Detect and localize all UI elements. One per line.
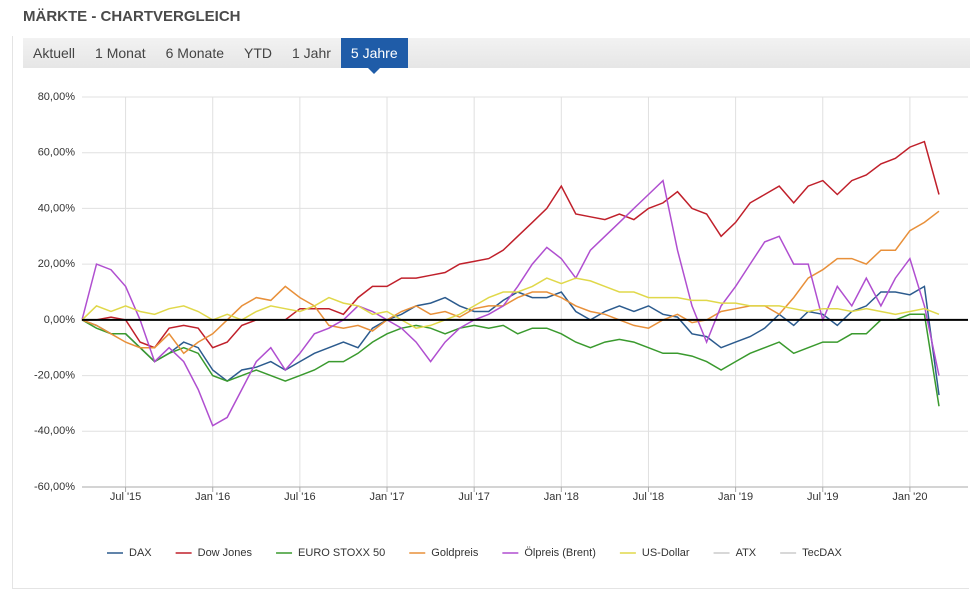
tab[interactable]: 5 Jahre — [340, 38, 408, 74]
tab-bar: Aktuell 1 Monat 6 Monate YTD 1 Jahr 5 Jahre — [23, 38, 970, 74]
tab[interactable]: 1 Jahr — [292, 45, 331, 61]
x-tick-label: Jul '19 — [807, 491, 838, 503]
y-tick-label: 80,00% — [38, 91, 76, 103]
legend-label[interactable]: Ölpreis (Brent) — [524, 547, 596, 559]
y-tick-label: 60,00% — [38, 147, 76, 159]
tab[interactable]: 1 Monat — [95, 45, 146, 61]
y-tick-label: 0,00% — [44, 314, 75, 326]
tab[interactable]: 6 Monate — [165, 45, 224, 61]
y-tick-label: -60,00% — [34, 481, 75, 493]
tab[interactable]: Aktuell — [33, 45, 76, 61]
series-line — [81, 179, 940, 427]
y-tick-label: -20,00% — [34, 369, 75, 381]
y-tick-label: 20,00% — [38, 258, 76, 270]
legend-label[interactable]: US-Dollar — [642, 547, 690, 559]
series-line — [82, 140, 940, 349]
x-tick-label: Jan '19 — [718, 491, 753, 503]
x-tick-label: Jul '17 — [458, 491, 489, 503]
legend-label[interactable]: Dow Jones — [198, 547, 253, 559]
legend-label[interactable]: Goldpreis — [431, 547, 479, 559]
x-tick-label: Jul '15 — [110, 491, 141, 503]
legend-label[interactable]: ATX — [736, 547, 757, 559]
widget-title: MÄRKTE - CHARTVERGLEICH — [23, 8, 241, 25]
series-line — [81, 313, 940, 407]
legend-label[interactable]: TecDAX — [802, 547, 842, 559]
tab[interactable]: YTD — [244, 45, 272, 61]
x-tick-label: Jul '18 — [633, 491, 664, 503]
x-tick-label: Jan '17 — [369, 491, 404, 503]
chart-frame — [12, 36, 969, 589]
x-tick-label: Jul '16 — [284, 491, 315, 503]
x-tick-label: Jan '16 — [195, 491, 230, 503]
y-tick-label: -40,00% — [34, 425, 75, 437]
x-tick-label: Jan '18 — [544, 491, 579, 503]
series-line — [81, 210, 940, 355]
legend-label[interactable]: DAX — [129, 547, 152, 559]
series-line — [81, 285, 940, 396]
x-tick-label: Jan '20 — [892, 491, 927, 503]
legend-label[interactable]: EURO STOXX 50 — [298, 547, 385, 559]
y-tick-label: 40,00% — [38, 202, 76, 214]
series-line — [81, 277, 940, 329]
